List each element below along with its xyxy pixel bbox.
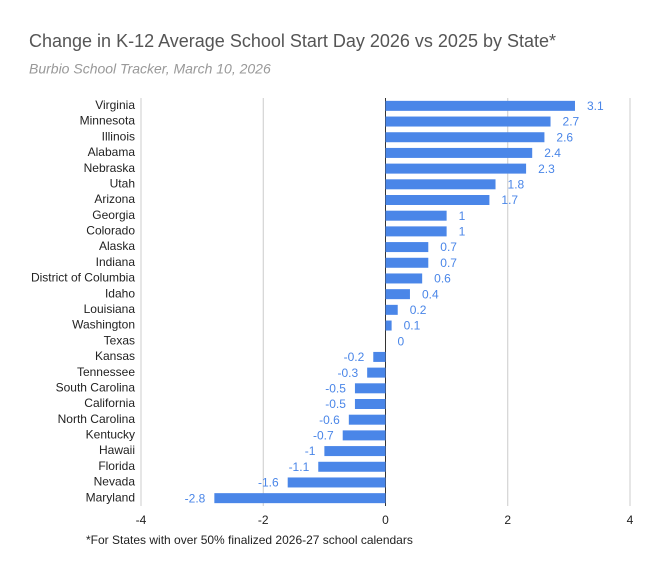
y-tick-label: South Carolina [56,380,136,394]
value-label: 1.8 [508,177,525,191]
value-label: -1.6 [258,476,279,490]
bar [385,273,423,284]
value-label: 2.4 [544,146,561,160]
value-label: -0.2 [344,350,365,364]
y-tick-label: Idaho [105,286,135,300]
value-label: -1 [305,444,316,458]
bar [324,446,386,457]
bar [348,414,386,425]
value-label: 1 [459,209,466,223]
bar [385,147,533,158]
y-tick-label: Indiana [96,255,136,269]
value-label: 1.7 [501,193,518,207]
y-tick-label: Louisiana [84,302,136,316]
y-tick-label: Georgia [92,208,135,222]
bar [385,320,392,331]
y-tick-label: Kansas [95,349,135,363]
value-label: 0.2 [410,303,427,317]
bar [385,289,410,300]
y-tick-label: Arizona [94,192,135,206]
y-tick-label: Minnesota [80,114,136,128]
value-label: 0.1 [404,319,421,333]
y-tick-label: Tennessee [77,365,135,379]
y-tick-label: Kentucky [86,428,135,442]
value-label: -0.3 [337,366,358,380]
y-tick-label: Texas [104,333,135,347]
value-label: 0.7 [440,256,457,270]
value-label: 0 [398,334,405,348]
y-tick-label: Illinois [102,129,135,143]
bar [385,226,447,237]
bar [385,304,398,315]
x-tick-label: 0 [382,513,389,527]
bar [385,132,545,143]
value-label: 0.4 [422,287,439,301]
value-label: -0.7 [313,429,334,443]
y-tick-label: Florida [98,459,135,473]
bar [385,163,527,174]
value-label: -0.5 [325,397,346,411]
value-label: 0.6 [434,272,451,286]
bar [385,257,429,268]
bar [385,179,496,190]
y-tick-label: Alabama [88,145,136,159]
y-tick-label: Utah [110,176,135,190]
bar [318,461,386,472]
x-tick-label: -4 [136,513,147,527]
y-tick-label: Hawaii [99,443,135,457]
bar [214,493,386,504]
bar [385,100,575,111]
y-tick-label: Colorado [86,224,135,238]
footnote: *For States with over 50% finalized 2026… [86,533,413,547]
y-tick-label: Virginia [95,98,135,112]
y-tick-label: Maryland [86,490,135,504]
bar [287,477,386,488]
chart-subtitle: Burbio School Tracker, March 10, 2026 [29,61,271,77]
bar [385,210,447,221]
value-label: -0.6 [319,413,340,427]
value-label: 3.1 [587,99,604,113]
bar [385,116,551,127]
bar [342,430,386,441]
value-label: 1 [459,225,466,239]
value-label: -1.1 [289,460,310,474]
chart-title: Change in K-12 Average School Start Day … [29,31,556,51]
value-label: 2.7 [563,115,580,129]
value-label: 2.6 [556,130,573,144]
x-tick-label: 4 [627,513,634,527]
x-tick-label: 2 [504,513,511,527]
y-tick-label: Nebraska [84,161,136,175]
bar [385,195,490,205]
bar [385,242,429,253]
y-tick-label: California [84,396,135,410]
value-label: 0.7 [440,240,457,254]
y-tick-label: North Carolina [58,412,136,426]
bar [367,367,386,378]
x-tick-label: -2 [258,513,269,527]
y-tick-label: Nevada [94,475,136,489]
bar [373,351,386,362]
value-label: -0.5 [325,381,346,395]
y-tick-label: Washington [72,318,135,332]
y-tick-label: Alaska [99,239,135,253]
bar [354,399,386,409]
bar [354,383,386,394]
value-label: 2.3 [538,162,555,176]
value-label: -2.8 [185,491,206,505]
y-tick-label: District of Columbia [31,271,135,285]
